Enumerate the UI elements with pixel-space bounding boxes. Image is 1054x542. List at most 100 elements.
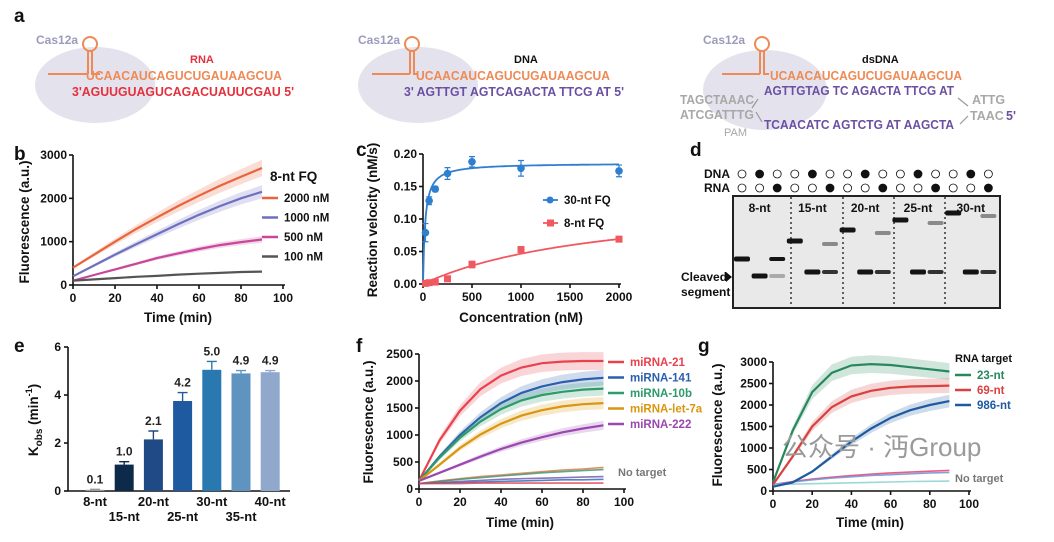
f-error-band <box>419 397 604 482</box>
gel-rna-indicator <box>843 183 852 193</box>
e-value-label: 4.9 <box>233 354 250 368</box>
e-category-label: 20-nt <box>138 494 170 509</box>
flank-left-bottom: ATCGATTTG <box>680 108 754 122</box>
e-category-label: 25-nt <box>167 509 199 524</box>
gel-band-intact <box>822 242 838 246</box>
e-value-label: 1.0 <box>116 445 133 459</box>
gel-rna-indicator <box>896 183 905 193</box>
e-value-label: 2.1 <box>145 414 162 428</box>
target-type-label: RNA <box>190 54 214 66</box>
panel-label-a: a <box>14 6 25 27</box>
c-data-point <box>615 167 623 175</box>
e-bar <box>231 373 251 491</box>
gel-dna-indicator <box>948 169 958 179</box>
e-value-label: 4.9 <box>262 354 279 368</box>
g-xtick-label: 0 <box>770 497 777 511</box>
cleaved-arrow-icon <box>726 272 732 282</box>
five-prime-label: 5' <box>1006 109 1016 123</box>
c-ylabel: Reaction velocity (nM/s) <box>365 143 380 298</box>
gel-dna-indicator <box>772 169 782 179</box>
target-strand-sequence: AGTTGTAG TC AGACTA TTCG AT <box>764 84 954 98</box>
f-no-target-line <box>419 482 604 485</box>
cas12a-label: Cas12a <box>358 33 400 47</box>
f-ytick-label: 500 <box>393 455 413 469</box>
f-no-target-label: No target <box>618 467 667 479</box>
gel-rna-indicator <box>878 183 888 193</box>
gel-dna-indicator <box>860 169 870 179</box>
gel-row-label-dna: DNA <box>704 167 730 181</box>
panel-label-c: c <box>356 140 367 161</box>
g-no-target-line <box>772 471 950 486</box>
f-error-band <box>419 420 604 482</box>
gel-band-cleaved <box>910 269 926 275</box>
g-legend-label: 23-nt <box>977 370 1005 382</box>
gel-rna-indicator <box>808 183 817 193</box>
b-ytick-label: 2000 <box>40 191 67 205</box>
gel-group-label: 20-nt <box>851 201 880 215</box>
nontarget-strand-sequence: TCAACATC AGTCTG AT AAGCTA <box>764 118 954 132</box>
c-data-point <box>444 275 451 283</box>
gel-band-cleaved <box>804 269 821 275</box>
c-ytick-label: 0.10 <box>394 212 418 226</box>
cas12a-protein-icon <box>358 47 478 123</box>
gel-dna-indicator <box>808 169 817 179</box>
g-legend-title: RNA target <box>955 353 1012 365</box>
crrna-sequence: UCAACAUCAGUCUGAUAAGCUA <box>416 69 610 83</box>
gel-band-cleaved <box>874 270 891 274</box>
c-ytick-label: 0.05 <box>394 245 418 259</box>
c-xlabel: Concentration (nM) <box>459 310 583 325</box>
schematic-rna: Cas12a RNA UCAACAUCAGUCUGAUAAGCUA 3'AGUU… <box>35 33 294 123</box>
f-xlabel: Time (min) <box>486 515 554 530</box>
e-error-bar <box>177 391 188 401</box>
f-error-band <box>419 381 604 482</box>
target-type-label: dsDNA <box>862 54 899 66</box>
e-bar <box>260 372 280 491</box>
e-error-bar <box>265 369 276 373</box>
g-ytick-label: 0 <box>760 484 767 498</box>
c-legend-marker <box>547 219 554 227</box>
e-bar <box>173 401 193 491</box>
panel-label-b: b <box>14 144 26 165</box>
flank-left-top: TAGCTAAAC <box>680 93 754 107</box>
gel-rna-indicator <box>948 183 958 193</box>
gel-dna-indicator <box>843 169 852 179</box>
f-series-line <box>418 376 604 482</box>
f-xtick-label: 60 <box>535 495 549 509</box>
b-ytick-label: 1000 <box>40 235 67 249</box>
b-series-line <box>72 190 263 278</box>
g-ytick-label: 2500 <box>740 377 767 391</box>
gel-band-intact <box>874 231 891 235</box>
c-xtick-label: 1500 <box>557 290 584 304</box>
b-xtick-label: 100 <box>273 291 293 305</box>
gel-band-intact <box>945 210 962 216</box>
gel-band-intact <box>839 227 856 233</box>
c-data-point <box>431 185 440 193</box>
e-error-bar <box>119 461 130 465</box>
f-xtick-label: 0 <box>416 495 423 509</box>
b-legend-title: 8-nt FQ <box>270 169 317 184</box>
b-chart: 0 1000 2000 3000 0 20 40 60 80 100 2000 nM 1000 nM 5… <box>40 148 329 305</box>
g-series-line <box>772 400 950 488</box>
gel-band-intact <box>980 214 997 218</box>
gel-dna-indicator <box>790 169 800 179</box>
b-xtick-label: 60 <box>192 291 206 305</box>
f-ytick-label: 1000 <box>386 428 413 442</box>
f-xtick-label: 80 <box>576 495 590 509</box>
f-legend-label: miRNA-let-7a <box>630 404 703 416</box>
crrna-sequence: UCAACAUCAGUCUGAUAAGCUA <box>770 69 962 83</box>
b-xlabel: Time (min) <box>144 310 212 325</box>
gel-band-cleaved <box>927 270 944 274</box>
e-ytick-label: 2 <box>54 436 61 450</box>
c-data-point <box>468 158 476 166</box>
panel-label-e: e <box>14 336 25 357</box>
cleaved-segment-label-line1: Cleaved <box>681 270 727 284</box>
c-xtick-label: 500 <box>462 290 482 304</box>
schematic-dna: Cas12a DNA UCAACAUCAGUCUGAUAAGCUA 3' AGT… <box>358 33 624 123</box>
gel-dna-indicator <box>913 169 923 179</box>
f-ylabel: Fluorescence (a.u.) <box>361 360 376 483</box>
c-data-point <box>517 246 525 254</box>
f-series-line <box>418 359 604 482</box>
e-ytick-label: 4 <box>54 388 61 402</box>
gel-row-label-rna: RNA <box>704 181 730 195</box>
gel-group-label: 25-nt <box>904 201 933 215</box>
